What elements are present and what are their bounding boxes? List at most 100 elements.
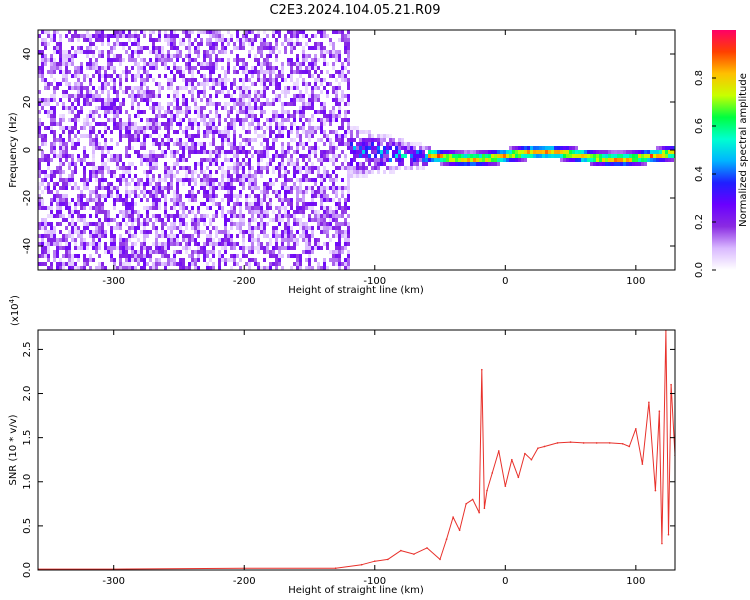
spectrogram-cell [65, 186, 68, 190]
spectrogram-cell [242, 186, 245, 190]
spectrogram-cell [152, 62, 155, 66]
spectrogram-cell [305, 206, 308, 210]
spectrogram-cell [185, 266, 188, 270]
spectrogram-cell [215, 234, 218, 238]
spectrogram-cell [641, 162, 644, 166]
spectrogram-cell [215, 214, 218, 218]
spectrogram-cell [308, 262, 311, 266]
spectrogram-cell [86, 182, 89, 186]
spectrogram-cell [209, 42, 212, 46]
spectrogram-cell [443, 154, 446, 158]
spectrogram-cell [335, 202, 338, 206]
spectrogram-cell [323, 102, 326, 106]
spectrogram-cell [560, 158, 563, 162]
spectrogram-cell [182, 74, 185, 78]
spectrogram-cell [209, 242, 212, 246]
spectrogram-cell [410, 142, 413, 146]
spectrogram-cell [161, 254, 164, 258]
spectrogram-cell [266, 146, 269, 150]
spectrogram-cell [131, 206, 134, 210]
spectrogram-cell [266, 206, 269, 210]
spectrogram-cell [485, 162, 488, 166]
spectrogram-cell [272, 70, 275, 74]
spectrogram-cell [284, 166, 287, 170]
spectrogram-cell [332, 158, 335, 162]
spectrogram-cell [281, 246, 284, 250]
spectrogram-cell [80, 82, 83, 86]
spectrogram-cell [116, 90, 119, 94]
spectrogram-cell [173, 30, 176, 34]
spectrogram-cell [176, 214, 179, 218]
spectrogram-cell [347, 190, 350, 194]
spectrogram-cell [149, 266, 152, 270]
spectrogram-cell [332, 254, 335, 258]
spectrogram-cell [227, 114, 230, 118]
spectrogram-cell [179, 202, 182, 206]
spectrogram-cell [323, 134, 326, 138]
spectrogram-cell [185, 130, 188, 134]
spectrogram-cell [392, 166, 395, 170]
snr-data-point [478, 511, 481, 514]
spectrogram-cell [191, 238, 194, 242]
spectrogram-cell [98, 242, 101, 246]
spectrogram-cell [344, 186, 347, 190]
spectrogram-cell [86, 86, 89, 90]
spectrogram-cell [287, 230, 290, 234]
spectrogram-cell [353, 146, 356, 150]
spectrogram-cell [281, 66, 284, 70]
spectrogram-cell [344, 242, 347, 246]
spectrogram-cell [83, 38, 86, 42]
spectrogram-cell [248, 230, 251, 234]
spectrogram-cell [299, 182, 302, 186]
spectrogram-cell [263, 110, 266, 114]
spectrogram-cell [179, 154, 182, 158]
spectrogram-cell [53, 238, 56, 242]
spectrogram-cell [344, 66, 347, 70]
spectrogram-cell [152, 138, 155, 142]
spectrogram-cell [152, 262, 155, 266]
spectrogram-cell [278, 210, 281, 214]
spectrogram-cell [248, 158, 251, 162]
spectrogram-cell [38, 170, 41, 174]
spectrogram-cell [299, 166, 302, 170]
spectrogram-cell [110, 246, 113, 250]
spectrogram-cell [230, 122, 233, 126]
spectrogram-cell [248, 262, 251, 266]
spectrogram-cell [281, 126, 284, 130]
spectrogram-cell [182, 182, 185, 186]
spectrogram-cell [170, 86, 173, 90]
spectrogram-cell [62, 106, 65, 110]
spectrogram-cell [101, 194, 104, 198]
spectrogram-cell [197, 206, 200, 210]
spectrogram-cell [341, 230, 344, 234]
spectrogram-cell [134, 250, 137, 254]
spectrogram-cell [155, 130, 158, 134]
spectrogram-cell [422, 162, 425, 166]
spectrogram-cell [191, 222, 194, 226]
spectrogram-cell [203, 178, 206, 182]
spectrogram-cell [254, 210, 257, 214]
spectrogram-cell [341, 90, 344, 94]
spectrogram-cell [287, 158, 290, 162]
snr-data-point [582, 442, 585, 444]
spectrogram-cell [419, 142, 422, 146]
spectrogram-cell [383, 138, 386, 142]
spectrogram-cell [155, 166, 158, 170]
snr-x-tick-label: 100 [626, 576, 645, 587]
spectrogram-cell [41, 238, 44, 242]
spectrogram-cell [305, 166, 308, 170]
spectrogram-cell [236, 174, 239, 178]
spectrogram-cell [200, 30, 203, 34]
spectrogram-cell [290, 214, 293, 218]
spectrogram-cell [77, 34, 80, 38]
spectrogram-cell [89, 198, 92, 202]
spectrogram-cell [161, 230, 164, 234]
spectrogram-cell [245, 178, 248, 182]
spectrogram-cell [266, 118, 269, 122]
spectrogram-cell [245, 130, 248, 134]
spectrogram-cell [224, 170, 227, 174]
spectrogram-cell [203, 130, 206, 134]
spectrogram-cell [173, 190, 176, 194]
spectrogram-cell [251, 98, 254, 102]
spectrogram-cell [242, 218, 245, 222]
